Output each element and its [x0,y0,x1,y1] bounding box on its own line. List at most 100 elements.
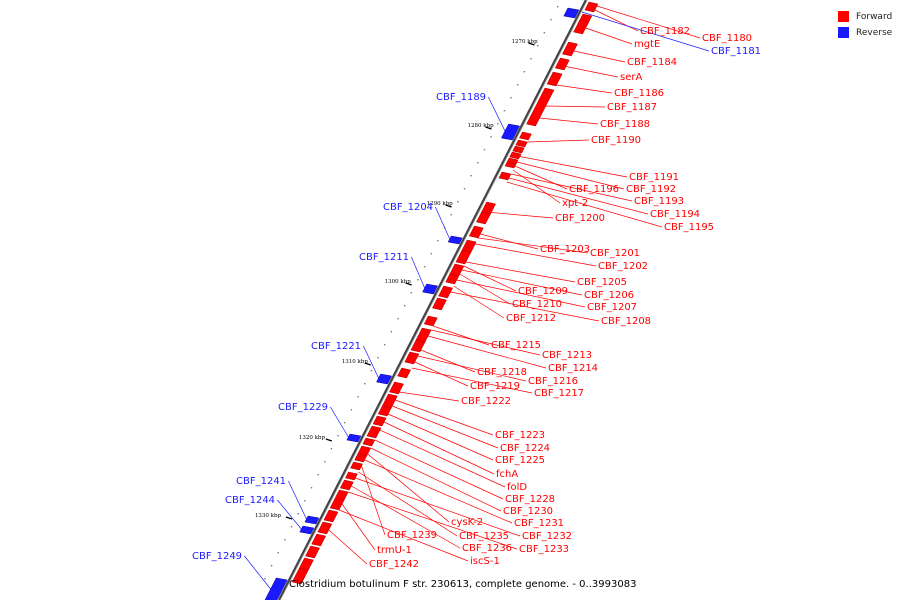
forward-gene-box[interactable] [404,351,420,365]
reverse-gene-box[interactable] [563,7,580,19]
forward-gene-box[interactable] [311,533,327,547]
gene-label-cbf-1196[interactable]: CBF_1196 [569,184,619,195]
gene-label-cbf-1212[interactable]: CBF_1212 [506,313,556,324]
forward-gene-box[interactable] [512,145,525,154]
gene-label-cbf-1189[interactable]: CBF_1189 [436,92,486,103]
gene-label-cbf-1200[interactable]: CBF_1200 [555,213,605,224]
forward-gene-box[interactable] [476,211,491,225]
gene-label-cbf-1215[interactable]: CBF_1215 [491,340,541,351]
forward-gene-box[interactable] [438,285,454,299]
gene-label-cbf-1221[interactable]: CBF_1221 [311,341,361,352]
gene-label-fold[interactable]: folD [507,482,527,493]
forward-gene-box[interactable] [584,1,599,13]
forward-gene-box[interactable] [366,425,382,439]
gene-label-cbf-1181[interactable]: CBF_1181 [711,46,761,57]
forward-gene-box[interactable] [410,339,426,353]
gene-label-cbf-1222[interactable]: CBF_1222 [461,396,511,407]
gene-label-cbf-1210[interactable]: CBF_1210 [512,299,562,310]
gene-label-cbf-1225[interactable]: CBF_1225 [495,455,545,466]
reverse-gene-box[interactable] [501,123,520,141]
reverse-gene-box[interactable] [346,433,362,443]
gene-label-cbf-1190[interactable]: CBF_1190 [591,135,641,146]
forward-gene-box[interactable] [519,131,532,141]
gene-label-cbf-1194[interactable]: CBF_1194 [650,209,700,220]
forward-gene-box[interactable] [546,71,563,87]
gene-label-cbf-1193[interactable]: CBF_1193 [634,196,684,207]
gene-label-cbf-1224[interactable]: CBF_1224 [500,443,550,454]
forward-gene-box[interactable] [515,139,528,148]
forward-gene-box[interactable] [573,19,590,35]
gene-label-cbf-1195[interactable]: CBF_1195 [664,222,714,233]
forward-gene-box[interactable] [455,249,472,265]
reverse-gene-box[interactable] [299,525,315,535]
forward-gene-box[interactable] [509,151,522,160]
gene-label-cbf-1223[interactable]: CBF_1223 [495,430,545,441]
gene-label-cbf-1216[interactable]: CBF_1216 [528,376,578,387]
forward-gene-box[interactable] [423,315,438,327]
gene-label-cbf-1242[interactable]: CBF_1242 [369,559,419,570]
forward-gene-box[interactable] [305,545,320,559]
forward-gene-box[interactable] [345,471,358,481]
gene-label-cbf-1186[interactable]: CBF_1186 [614,88,664,99]
forward-gene-box[interactable] [350,461,363,471]
gene-label-cbf-1191[interactable]: CBF_1191 [629,172,679,183]
gene-label-cbf-1205[interactable]: CBF_1205 [577,277,627,288]
forward-gene-box[interactable] [445,273,460,285]
forward-gene-box[interactable] [362,437,376,447]
gene-label-cbf-1228[interactable]: CBF_1228 [505,494,555,505]
gene-label-cbf-1203[interactable]: CBF_1203 [540,244,590,255]
gene-label-sera[interactable]: serA [620,72,642,83]
forward-gene-box[interactable] [329,497,345,511]
gene-label-cbf-1231[interactable]: CBF_1231 [514,518,564,529]
gene-label-cbf-1217[interactable]: CBF_1217 [534,388,584,399]
forward-gene-box[interactable] [498,171,512,181]
forward-gene-box[interactable] [526,87,555,127]
gene-label-cbf-1213[interactable]: CBF_1213 [542,350,592,361]
gene-label-cbf-1202[interactable]: CBF_1202 [598,261,648,272]
reverse-gene-box[interactable] [304,515,320,525]
gene-label-cbf-1241[interactable]: CBF_1241 [236,476,286,487]
gene-label-cbf-1233[interactable]: CBF_1233 [519,544,569,555]
forward-gene-box[interactable] [554,57,570,71]
gene-label-xpt-2[interactable]: xpt-2 [562,198,588,209]
forward-gene-box[interactable] [372,415,387,427]
gene-label-cbf-1244[interactable]: CBF_1244 [225,495,275,506]
gene-label-cbf-1208[interactable]: CBF_1208 [601,316,651,327]
gene-label-cbf-1219[interactable]: CBF_1219 [470,381,520,392]
gene-label-trmu-1[interactable]: trmU-1 [377,545,412,556]
gene-label-cbf-1249[interactable]: CBF_1249 [192,551,242,562]
gene-label-cbf-1204[interactable]: CBF_1204 [383,202,433,213]
gene-label-cbf-1236[interactable]: CBF_1236 [462,543,512,554]
forward-gene-box[interactable] [339,479,354,491]
gene-label-cbf-1239[interactable]: CBF_1239 [387,530,437,541]
gene-label-cbf-1232[interactable]: CBF_1232 [522,531,572,542]
gene-label-cbf-1206[interactable]: CBF_1206 [584,290,634,301]
gene-label-cbf-1184[interactable]: CBF_1184 [627,57,677,68]
forward-gene-box[interactable] [397,367,412,379]
gene-label-cbf-1201[interactable]: CBF_1201 [590,248,640,259]
gene-label-mgte[interactable]: mgtE [634,39,660,50]
forward-gene-box[interactable] [561,41,578,57]
gene-label-cbf-1211[interactable]: CBF_1211 [359,252,409,263]
reverse-gene-box[interactable] [447,235,463,245]
reverse-gene-box[interactable] [264,577,288,600]
gene-label-cbf-1187[interactable]: CBF_1187 [607,102,657,113]
gene-label-iscs-1[interactable]: iscS-1 [470,556,500,567]
gene-label-fcha[interactable]: fchA [496,469,518,480]
gene-label-cbf-1235[interactable]: CBF_1235 [459,531,509,542]
forward-gene-box[interactable] [468,225,484,239]
gene-label-cbf-1188[interactable]: CBF_1188 [600,119,650,130]
gene-label-cbf-1214[interactable]: CBF_1214 [548,363,598,374]
reverse-gene-box[interactable] [422,283,439,295]
gene-label-cbf-1207[interactable]: CBF_1207 [587,302,637,313]
gene-label-cysk-2[interactable]: cysK-2 [451,517,483,528]
forward-gene-box[interactable] [317,521,333,535]
gene-label-cbf-1218[interactable]: CBF_1218 [477,367,527,378]
gene-label-cbf-1209[interactable]: CBF_1209 [518,286,568,297]
forward-gene-box[interactable] [504,161,517,169]
gene-label-cbf-1192[interactable]: CBF_1192 [626,184,676,195]
forward-gene-box[interactable] [354,453,368,463]
reverse-gene-box[interactable] [376,373,393,385]
gene-label-cbf-1230[interactable]: CBF_1230 [503,506,553,517]
gene-label-cbf-1180[interactable]: CBF_1180 [702,33,752,44]
